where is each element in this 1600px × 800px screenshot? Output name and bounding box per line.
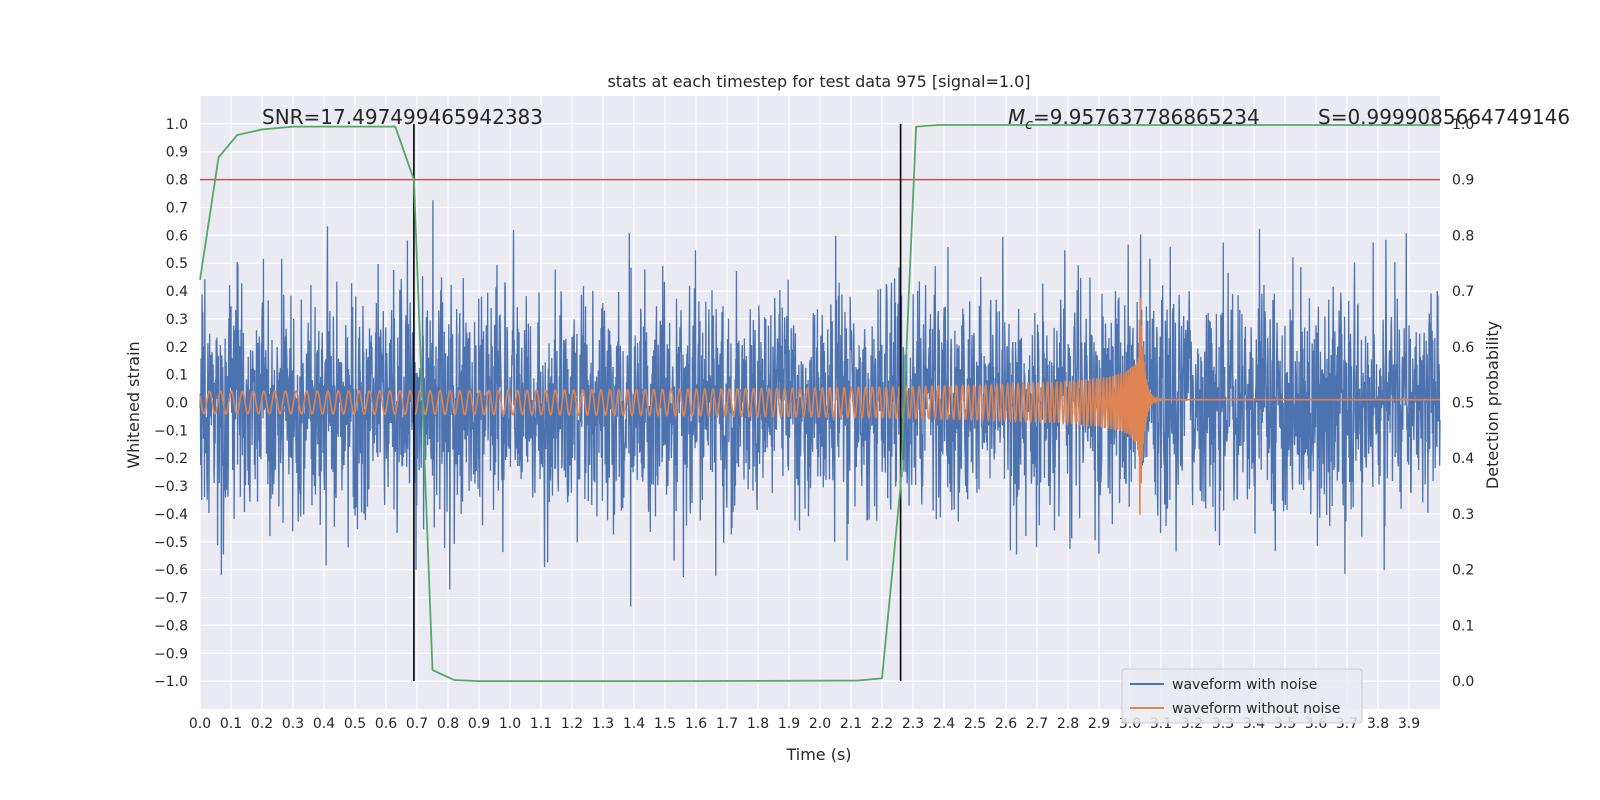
- chirp-mass-annotation: Mc=9.957637786865234: [1008, 105, 1260, 133]
- y2-tick-label: 0.1: [1452, 618, 1474, 634]
- y-tick-label: 0.4: [166, 284, 188, 300]
- y2-tick-label: 0.0: [1452, 674, 1474, 690]
- y2-tick-label: 0.5: [1452, 396, 1474, 412]
- y-tick-label: −0.1: [154, 423, 188, 439]
- y-tick-label: −0.8: [154, 618, 188, 634]
- x-tick-label: 0.6: [375, 716, 397, 732]
- x-tick-label: 1.0: [499, 716, 521, 732]
- y-tick-label: −0.9: [154, 646, 188, 662]
- x-tick-label: 2.4: [933, 716, 955, 732]
- s-annotation: S=0.9999085664749146: [1318, 105, 1570, 129]
- y-tick-label: 0.6: [166, 228, 188, 244]
- x-tick-label: 0.7: [406, 716, 428, 732]
- y2-tick-label: 0.9: [1452, 173, 1474, 189]
- x-tick-label: 1.1: [530, 716, 552, 732]
- y-axis-label: Whitened strain: [124, 341, 143, 468]
- x-tick-label: 2.2: [871, 716, 893, 732]
- y2-tick-label: 1.0: [1452, 117, 1474, 133]
- y2-tick-label: 0.8: [1452, 228, 1474, 244]
- x-tick-label: 0.8: [437, 716, 459, 732]
- x-tick-label: 2.5: [964, 716, 986, 732]
- y2-tick-label: 0.7: [1452, 284, 1474, 300]
- x-tick-label: 0.2: [251, 716, 273, 732]
- x-tick-label: 0.9: [468, 716, 490, 732]
- overlay-lines: [199, 123, 1440, 683]
- y2-tick-label: 0.3: [1452, 507, 1474, 523]
- chart-title: stats at each timestep for test data 975…: [607, 72, 1030, 91]
- x-tick-label: 2.1: [840, 716, 862, 732]
- x-tick-label: 0.1: [220, 716, 242, 732]
- y2-tick-label: 0.6: [1452, 340, 1474, 356]
- x-tick-label: 1.3: [592, 716, 614, 732]
- x-tick-label: 0.3: [282, 716, 304, 732]
- x-tick-label: 2.0: [809, 716, 831, 732]
- y2-axis-label: Detection probability: [1483, 321, 1502, 489]
- x-tick-label: 3.9: [1398, 716, 1420, 732]
- y-tick-label: −0.6: [154, 563, 188, 579]
- y-tick-label: 0.8: [166, 173, 188, 189]
- y-tick-label: 0.2: [166, 340, 188, 356]
- chirp-mass-subscript: c: [1025, 117, 1033, 133]
- x-tick-label: 1.6: [685, 716, 707, 732]
- x-tick-label: 3.8: [1367, 716, 1389, 732]
- y-tick-label: −0.2: [154, 451, 188, 467]
- y-tick-label: −0.5: [154, 535, 188, 551]
- chirp-series: [199, 297, 1440, 515]
- y2-tick-label: 0.2: [1452, 563, 1474, 579]
- x-tick-label: 0.0: [189, 716, 211, 732]
- detection-probability-line: [199, 124, 1440, 683]
- y2-tick-labels: 1.0 0.9 0.8 0.7 0.6 0.5 0.4 0.3 0.2 0.1 0.0: [1452, 117, 1474, 690]
- x-tick-label: 2.9: [1088, 716, 1110, 732]
- legend-box: [1121, 668, 1363, 724]
- x-tick-label: 1.4: [623, 716, 645, 732]
- chirp-mass-value: =9.957637786865234: [1033, 105, 1260, 129]
- legend-label-noise: waveform with noise: [1172, 677, 1317, 693]
- y-tick-labels: 1.0 0.9 0.8 0.7 0.6 0.5 0.4 0.3 0.2 0.1 0.0 −0.1 −0.…: [154, 117, 188, 690]
- y-tick-label: 0.9: [166, 145, 188, 161]
- x-tick-label: 1.7: [716, 716, 738, 732]
- x-tick-label: 1.9: [778, 716, 800, 732]
- x-tick-label: 2.6: [995, 716, 1017, 732]
- y-tick-label: −0.4: [154, 507, 188, 523]
- y-tick-label: 0.7: [166, 200, 188, 216]
- x-axis-label: Time (s): [785, 745, 851, 764]
- y-tick-label: −0.7: [154, 591, 188, 607]
- x-tick-label: 1.8: [747, 716, 769, 732]
- y-tick-label: 0.1: [166, 368, 188, 384]
- x-tick-label: 2.8: [1057, 716, 1079, 732]
- x-tick-label: 2.3: [902, 716, 924, 732]
- y-tick-label: −0.3: [154, 479, 188, 495]
- y-tick-label: 0.0: [166, 396, 188, 412]
- snr-annotation: SNR=17.497499465942383: [262, 105, 543, 129]
- y-tick-label: −1.0: [154, 674, 188, 690]
- legend: waveform with noise waveform without noi…: [1121, 668, 1363, 724]
- x-tick-label: 0.5: [344, 716, 366, 732]
- y-tick-label: 1.0: [166, 117, 188, 133]
- x-tick-label: 1.2: [561, 716, 583, 732]
- clean-waveform-line: [199, 297, 1440, 515]
- x-tick-label: 1.5: [654, 716, 676, 732]
- chirp-mass-symbol: M: [1008, 105, 1025, 129]
- y-tick-label: 0.5: [166, 256, 188, 272]
- y2-tick-label: 0.4: [1452, 451, 1474, 467]
- x-tick-label: 2.7: [1026, 716, 1048, 732]
- y-tick-label: 0.3: [166, 312, 188, 328]
- legend-label-clean: waveform without noise: [1172, 701, 1340, 717]
- x-tick-label: 0.4: [313, 716, 335, 732]
